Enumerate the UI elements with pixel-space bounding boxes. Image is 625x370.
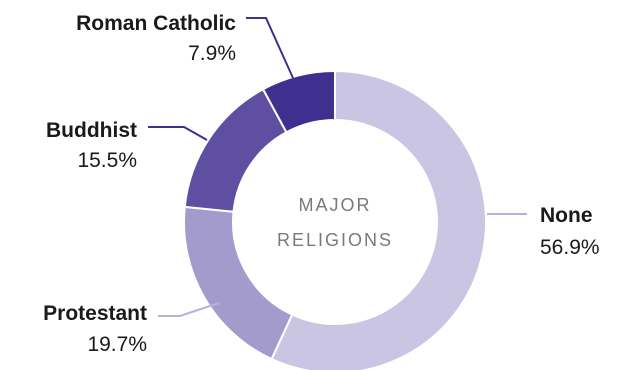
center-label-line-2: RELIGIONS bbox=[277, 230, 393, 250]
label-none: None bbox=[540, 204, 593, 227]
center-label-line-1: MAJOR bbox=[299, 195, 372, 215]
slice-roman-catholic bbox=[261, 69, 336, 134]
leader-lines bbox=[148, 17, 527, 317]
label-protestant: Protestant bbox=[43, 302, 147, 325]
slice-buddhist bbox=[183, 87, 288, 213]
value-buddhist: 15.5% bbox=[77, 149, 137, 172]
value-roman-catholic: 7.9% bbox=[188, 42, 236, 65]
value-none: 56.9% bbox=[540, 236, 600, 259]
donut-slices bbox=[183, 69, 487, 370]
leader-buddhist bbox=[148, 126, 208, 141]
label-roman-catholic: Roman Catholic bbox=[76, 12, 236, 35]
leader-roman-catholic bbox=[246, 17, 294, 79]
value-protestant: 19.7% bbox=[87, 333, 147, 356]
slice-protestant bbox=[183, 205, 294, 361]
label-buddhist: Buddhist bbox=[46, 119, 137, 142]
leader-protestant bbox=[158, 302, 220, 317]
slice-none bbox=[270, 69, 487, 370]
